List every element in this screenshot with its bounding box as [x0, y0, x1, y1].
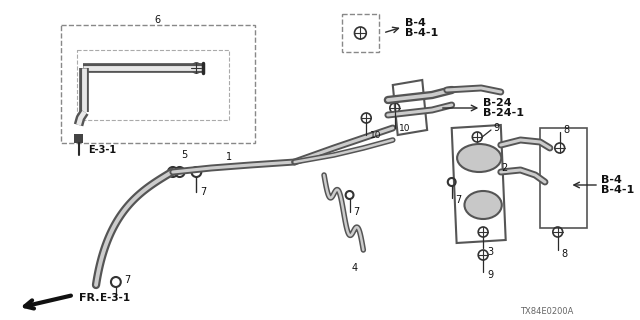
Text: 2: 2	[500, 163, 507, 173]
Text: 3: 3	[487, 247, 493, 257]
Ellipse shape	[457, 144, 501, 172]
Text: E-3-1: E-3-1	[100, 293, 131, 303]
Text: 10: 10	[399, 124, 410, 132]
Text: E-3-1: E-3-1	[88, 145, 116, 155]
Text: B-24-1: B-24-1	[483, 108, 524, 118]
Text: 8: 8	[564, 125, 570, 135]
Text: 9: 9	[493, 123, 499, 133]
Text: B-24: B-24	[483, 98, 512, 108]
Ellipse shape	[465, 191, 502, 219]
Text: FR.: FR.	[79, 293, 99, 303]
Bar	[342, 14, 379, 52]
Text: TX84E0200A: TX84E0200A	[520, 308, 574, 316]
Text: 7: 7	[124, 275, 130, 285]
Bar	[540, 128, 588, 228]
Text: B-4: B-4	[404, 18, 426, 28]
Text: 8: 8	[562, 249, 568, 259]
Text: 7: 7	[456, 195, 462, 205]
Text: 7: 7	[200, 187, 207, 197]
Bar	[74, 133, 83, 142]
Text: 9: 9	[487, 270, 493, 280]
Text: 1: 1	[226, 152, 232, 162]
Text: 10: 10	[370, 131, 381, 140]
Bar	[77, 50, 228, 120]
Text: 4: 4	[351, 263, 358, 273]
Text: 5: 5	[182, 150, 188, 160]
Text: 7: 7	[353, 207, 360, 217]
Text: B-4: B-4	[601, 175, 622, 185]
Text: B-4-1: B-4-1	[404, 28, 438, 38]
Text: B-4-1: B-4-1	[601, 185, 634, 195]
Bar	[61, 25, 255, 143]
Text: 6: 6	[154, 15, 160, 25]
